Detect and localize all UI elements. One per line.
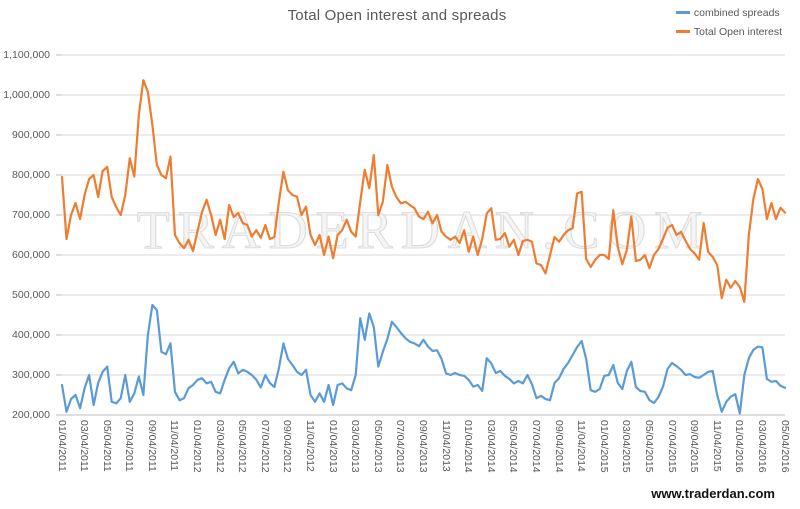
legend: combined spreads Total Open interest (675, 3, 782, 41)
x-axis-label: 11/04/2015 (710, 420, 723, 472)
x-axis-label: 11/04/2014 (575, 420, 588, 472)
x-axis-label: 09/04/2011 (145, 420, 158, 472)
x-axis-label: 03/04/2015 (620, 420, 633, 473)
x-axis-label: 07/04/2011 (123, 420, 136, 472)
x-axis-label: 01/04/2014 (462, 420, 475, 473)
x-axis-label: 05/04/2016 (778, 420, 791, 473)
y-axis-label: 1,100,000 (3, 48, 50, 61)
x-axis-label: 03/04/2016 (755, 420, 768, 473)
x-axis-label: 09/04/2012 (281, 420, 294, 473)
x-axis-label: 01/04/2013 (326, 420, 339, 473)
x-axis-label: 09/04/2013 (417, 420, 429, 473)
x-axis-label: 05/04/2013 (371, 420, 384, 473)
x-axis-label: 07/04/2012 (258, 420, 271, 473)
y-axis-label: 600,000 (12, 248, 50, 261)
x-axis-label: 03/04/2011 (78, 420, 91, 472)
y-axis-label: 300,000 (12, 368, 50, 381)
y-axis-label: 1,000,000 (3, 88, 50, 101)
x-axis-label: 01/04/2012 (191, 420, 204, 473)
x-axis-label: 11/04/2012 (304, 420, 317, 472)
combined-spreads-line (60, 303, 787, 415)
x-axis-label: 05/04/2012 (236, 420, 249, 473)
x-axis-label: 05/04/2014 (507, 420, 520, 473)
y-axis-label: 200,000 (12, 408, 50, 421)
total-open-interest-line (60, 79, 787, 303)
x-axis-label: 01/04/2016 (733, 420, 746, 473)
x-axis-label: 03/04/2014 (484, 420, 497, 473)
legend-item-total-open-interest: Total Open interest (675, 22, 782, 41)
legend-label: combined spreads (693, 6, 780, 19)
y-axis-label: 800,000 (12, 168, 50, 181)
legend-line-swatch-blue (675, 11, 690, 14)
x-axis-label: 11/04/2011 (168, 420, 181, 471)
legend-label: Total Open interest (693, 25, 782, 38)
x-axis-label: 07/04/2015 (665, 420, 678, 473)
chart-title: Total Open interest and spreads (287, 7, 507, 24)
y-axis-label: 900,000 (12, 128, 50, 141)
y-axis-label: 700,000 (12, 208, 50, 221)
website-link[interactable]: www.traderdan.com (651, 486, 775, 501)
x-axis-label: 07/04/2013 (394, 420, 407, 473)
x-axis-label: 05/04/2011 (100, 420, 113, 472)
x-axis-label: 05/04/2015 (642, 420, 655, 473)
x-axis-label: 09/04/2014 (552, 420, 565, 473)
x-axis-label: 01/04/2011 (55, 420, 68, 472)
x-axis-label: 09/04/2015 (688, 420, 701, 473)
y-axis-label: 400,000 (12, 328, 50, 341)
x-axis-label: 03/04/2013 (349, 420, 362, 473)
y-axis-label: 500,000 (12, 288, 50, 301)
x-axis-label: 11/04/2013 (439, 420, 452, 472)
x-axis-label: 07/04/2014 (529, 420, 542, 473)
legend-item-combined-spreads: combined spreads (675, 3, 782, 22)
legend-line-swatch-orange (675, 30, 690, 33)
x-axis-label: 01/04/2015 (597, 420, 610, 473)
x-axis-label: 03/04/2012 (213, 420, 226, 473)
